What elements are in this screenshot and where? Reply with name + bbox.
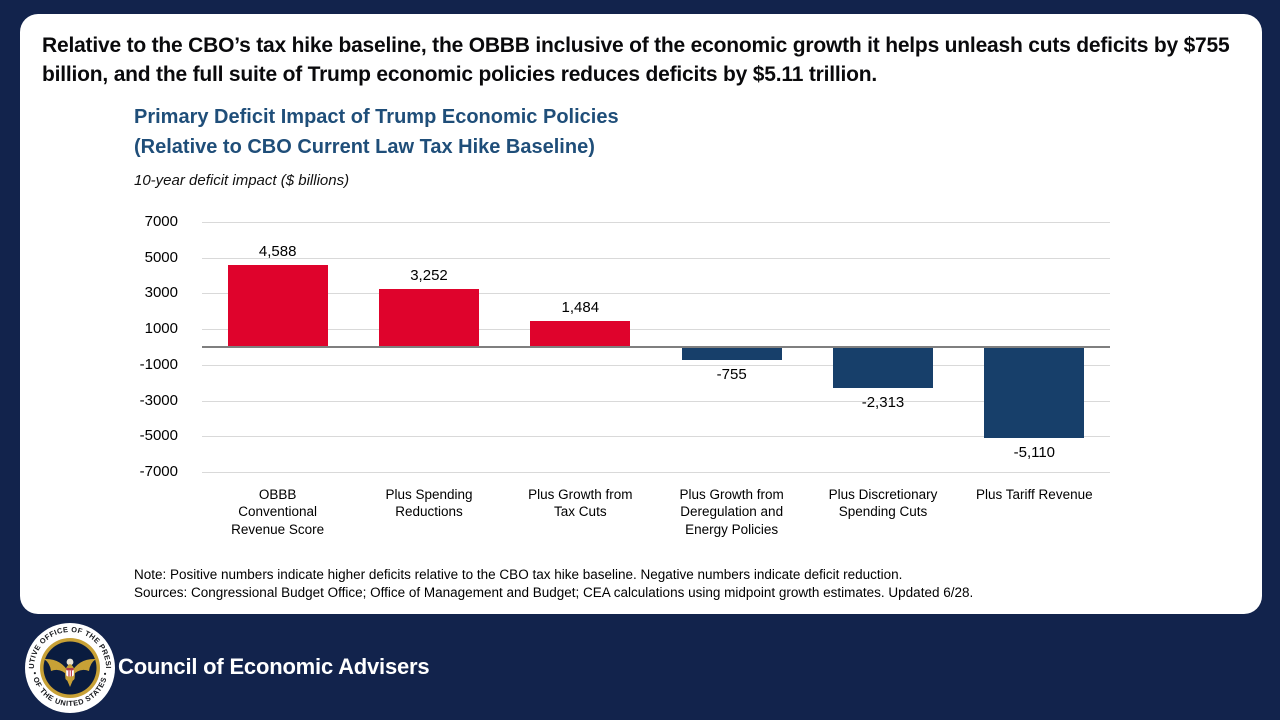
bar-value-label: -2,313 xyxy=(861,394,905,412)
gridline xyxy=(202,293,1110,295)
note-line: Note: Positive numbers indicate higher d… xyxy=(134,567,903,582)
y-tick-label: 5000 xyxy=(144,248,178,266)
chart-subtitle: 10-year deficit impact ($ billions) xyxy=(134,172,350,189)
gridline xyxy=(202,472,1110,473)
chart-notes: Note: Positive numbers indicate higher d… xyxy=(134,566,973,602)
bar xyxy=(227,265,328,347)
bar-value-label: 4,588 xyxy=(258,243,297,261)
category-label: OBBB Conventional Revenue Score xyxy=(231,487,325,537)
chart-title-line1: Primary Deficit Impact of Trump Economic… xyxy=(134,106,619,128)
bar xyxy=(833,347,933,389)
y-tick-label: 1000 xyxy=(144,320,178,338)
y-tick-label: -1000 xyxy=(139,355,178,373)
y-tick-label: -3000 xyxy=(139,391,178,409)
y-tick-label: 7000 xyxy=(144,213,178,230)
category-label: Plus Growth from Tax Cuts xyxy=(528,487,633,520)
chart-title-line2: (Relative to CBO Current Law Tax Hike Ba… xyxy=(134,136,595,158)
headline-text: Relative to the CBO’s tax hike baseline,… xyxy=(42,34,1230,86)
bar xyxy=(530,320,631,347)
gridline xyxy=(202,329,1110,331)
gridline xyxy=(202,436,1110,438)
seal-eagle-icon xyxy=(44,658,96,687)
category-label: Plus Tariff Revenue xyxy=(976,487,1093,502)
seal-svg: EXECUTIVE OFFICE OF THE PRESIDENT • OF T… xyxy=(21,615,115,713)
bar-value-label: -755 xyxy=(716,366,747,384)
y-tick-label: -5000 xyxy=(139,427,178,445)
bar-value-label: -5,110 xyxy=(1013,444,1056,462)
chart-title: Primary Deficit Impact of Trump Economic… xyxy=(134,102,619,162)
bar-value-label: 3,252 xyxy=(410,266,448,284)
gridline xyxy=(202,364,1110,366)
bar-value-label: 1,484 xyxy=(561,298,600,316)
eop-presidential-seal-icon: EXECUTIVE OFFICE OF THE PRESIDENT • OF T… xyxy=(21,615,116,714)
category-label: Plus Spending Reductions xyxy=(385,487,473,520)
zero-axis-line xyxy=(202,346,1110,348)
y-tick-label: -7000 xyxy=(139,463,178,480)
bar xyxy=(379,288,479,347)
y-tick-label: 3000 xyxy=(144,284,178,302)
gridline xyxy=(202,400,1110,402)
bar xyxy=(984,347,1085,439)
bar xyxy=(681,347,782,361)
category-label: Plus Growth from Deregulation and Energy… xyxy=(679,487,784,537)
y-axis: 7000 5000 3000 1000 -1000 -3000 -5000 -7000 xyxy=(90,213,190,480)
gridline xyxy=(202,222,1110,223)
plot-area: 4,588 3,252 1,484 -755 -2,313 -5,110 xyxy=(202,222,1110,473)
category-label: Plus Discretionary Spending Cuts xyxy=(828,487,938,520)
x-axis: OBBB Conventional Revenue Score Plus Spen… xyxy=(202,486,1110,556)
gridline xyxy=(202,257,1110,259)
content-card: Relative to the CBO’s tax hike baseline,… xyxy=(20,14,1262,614)
footer-org-title: Council of Economic Advisers xyxy=(118,654,430,679)
sources-line: Sources: Congressional Budget Office; Of… xyxy=(134,585,974,600)
